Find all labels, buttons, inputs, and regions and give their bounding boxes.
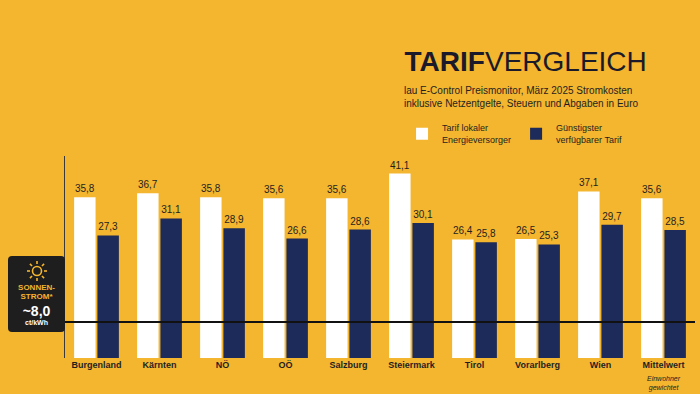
svg-text:35,6: 35,6: [642, 184, 662, 195]
svg-text:Wien: Wien: [590, 360, 611, 370]
svg-text:25,8: 25,8: [476, 228, 496, 239]
svg-text:Günstigsterverfügbarer Tarif: Günstigsterverfügbarer Tarif: [556, 123, 622, 145]
svg-text:30,1: 30,1: [413, 209, 433, 220]
html-text:ct/kWh: ct/kWh: [25, 319, 48, 326]
svg-text:TARIFVERGLEICH: TARIFVERGLEICH: [405, 46, 647, 77]
svg-text:Kärnten: Kärnten: [142, 360, 176, 370]
svg-text:26,5: 26,5: [516, 225, 536, 236]
svg-text:35,8: 35,8: [75, 183, 95, 194]
svg-text:25,3: 25,3: [539, 230, 559, 241]
svg-text:28,5: 28,5: [665, 216, 685, 227]
svg-text:26,6: 26,6: [287, 225, 307, 236]
svg-text:28,6: 28,6: [350, 216, 370, 227]
html-text:~8,0: ~8,0: [22, 303, 51, 319]
svg-text:36,7: 36,7: [138, 179, 158, 190]
svg-text:Mittelwert: Mittelwert: [642, 360, 684, 370]
svg-text:Steiermark: Steiermark: [388, 360, 436, 370]
html-text:SONNEN-: SONNEN-: [18, 283, 55, 292]
svg-text:35,8: 35,8: [201, 183, 221, 194]
svg-text:NÖ: NÖ: [216, 360, 230, 370]
svg-text:Vorarlberg: Vorarlberg: [515, 360, 560, 370]
svg-text:26,4: 26,4: [453, 225, 473, 236]
svg-text:28,9: 28,9: [224, 214, 244, 225]
svg-text:Tirol: Tirol: [465, 360, 484, 370]
svg-text:37,1: 37,1: [579, 177, 599, 188]
svg-text:Salzburg: Salzburg: [329, 360, 367, 370]
html-text:STROM*: STROM*: [20, 292, 53, 301]
svg-text:29,7: 29,7: [602, 211, 622, 222]
svg-text:Einwohnergewichtet: Einwohnergewichtet: [647, 375, 681, 392]
svg-text:OÖ: OÖ: [278, 360, 292, 370]
svg-text:31,1: 31,1: [161, 204, 181, 215]
svg-text:35,6: 35,6: [327, 184, 347, 195]
svg-text:lau E-Control Preismonitor, Mä: lau E-Control Preismonitor, März 2025 St…: [404, 85, 638, 109]
svg-text:Tarif lokalerEnergieversorger: Tarif lokalerEnergieversorger: [442, 123, 511, 145]
svg-text:41,1: 41,1: [390, 160, 410, 171]
svg-text:Burgenland: Burgenland: [71, 360, 121, 370]
svg-text:27,3: 27,3: [98, 221, 118, 232]
svg-text:35,6: 35,6: [264, 184, 284, 195]
